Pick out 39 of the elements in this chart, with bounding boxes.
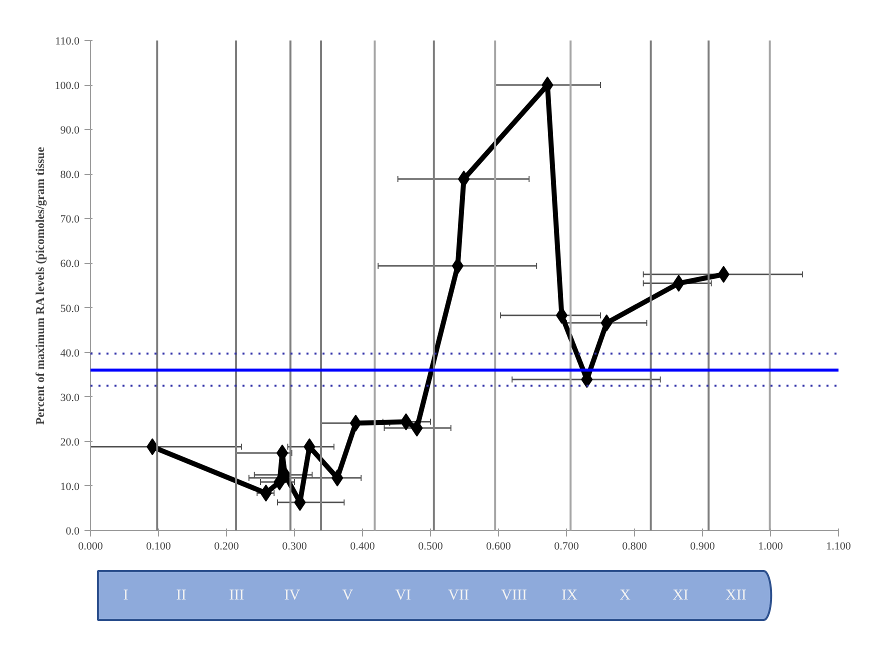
y-tick-label: 0.0: [66, 526, 80, 538]
x-tick-label: 0.800: [622, 540, 648, 552]
x-tick-label: 0.900: [690, 540, 716, 552]
text: VIII: [501, 588, 527, 604]
text: IX: [562, 588, 578, 604]
y-tick-label: 20.0: [60, 436, 80, 448]
text: VII: [448, 588, 469, 604]
text: III: [229, 588, 244, 604]
text: V: [342, 588, 354, 604]
x-tick-label: 0.000: [78, 540, 104, 552]
text: II: [176, 588, 186, 604]
text: IV: [284, 588, 300, 604]
y-tick-label: 40.0: [60, 347, 80, 360]
y-tick-label: 100.0: [54, 80, 80, 92]
text: XII: [726, 588, 746, 604]
y-tick-label: 70.0: [60, 214, 80, 226]
y-tick-label: 10.0: [60, 480, 80, 493]
x-tick-label: 0.100: [146, 540, 172, 552]
text: X: [620, 588, 631, 604]
y-tick-label: 30.0: [60, 392, 80, 404]
x-tick-label: 0.200: [214, 540, 240, 552]
y-tick-label: 50.0: [60, 302, 80, 315]
y-tick-label: 60.0: [60, 258, 80, 270]
y-tick-label: 90.0: [60, 124, 80, 137]
x-tick-label: 1.100: [826, 540, 852, 552]
text: I: [123, 588, 128, 604]
x-tick-label: 0.600: [486, 540, 512, 552]
point: [350, 414, 362, 432]
y-tick-label: 110.0: [55, 36, 80, 48]
y-axis-title: Percent of maximum RA levels (picomoles/gram tissue: [32, 146, 47, 425]
x-tick-label: 0.400: [350, 540, 376, 552]
x-tick-label: 0.300: [282, 540, 308, 552]
x-tick-label: 0.700: [554, 540, 580, 552]
text: XI: [672, 588, 688, 604]
x-tick-label: 1.000: [758, 540, 784, 552]
x-tick-label: 0.500: [418, 540, 444, 552]
y-tick-label: 80.0: [60, 169, 80, 182]
text: VI: [395, 588, 412, 604]
point: [672, 274, 685, 292]
